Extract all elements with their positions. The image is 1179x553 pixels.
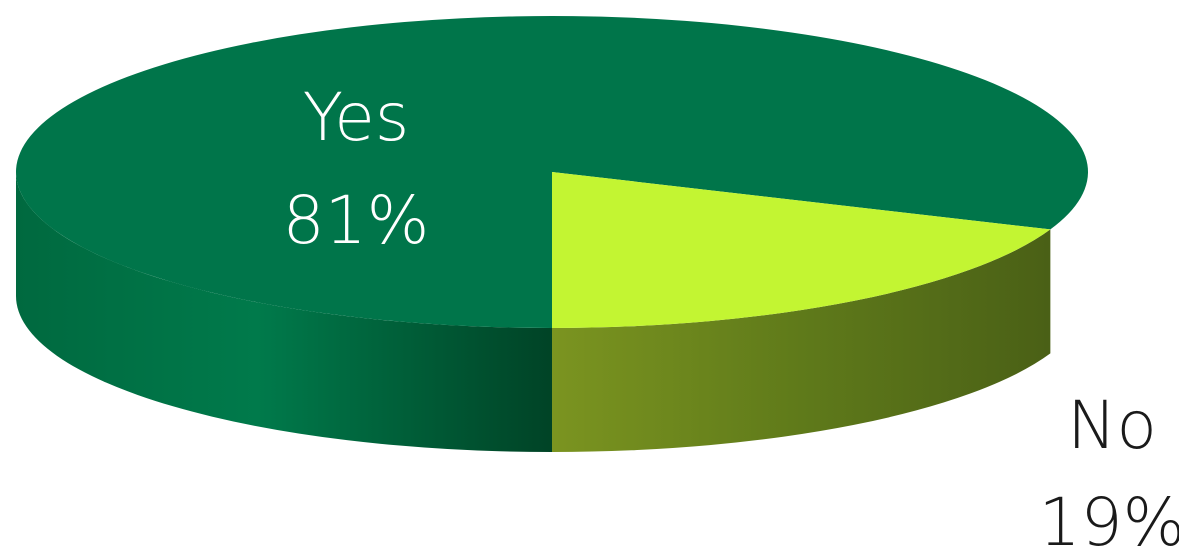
slice-label-yes-value: 81% (283, 182, 430, 259)
pie-slice-no-side (552, 229, 1051, 452)
pie-slice-no (552, 172, 1051, 328)
pie-slice-yes (16, 15, 1089, 328)
pie-slice-yes-side (16, 172, 552, 452)
slice-label-no-name: No (1067, 387, 1157, 464)
slice-label-yes-name: Yes (303, 79, 410, 156)
slice-label-no-value: 19% (1039, 484, 1179, 553)
